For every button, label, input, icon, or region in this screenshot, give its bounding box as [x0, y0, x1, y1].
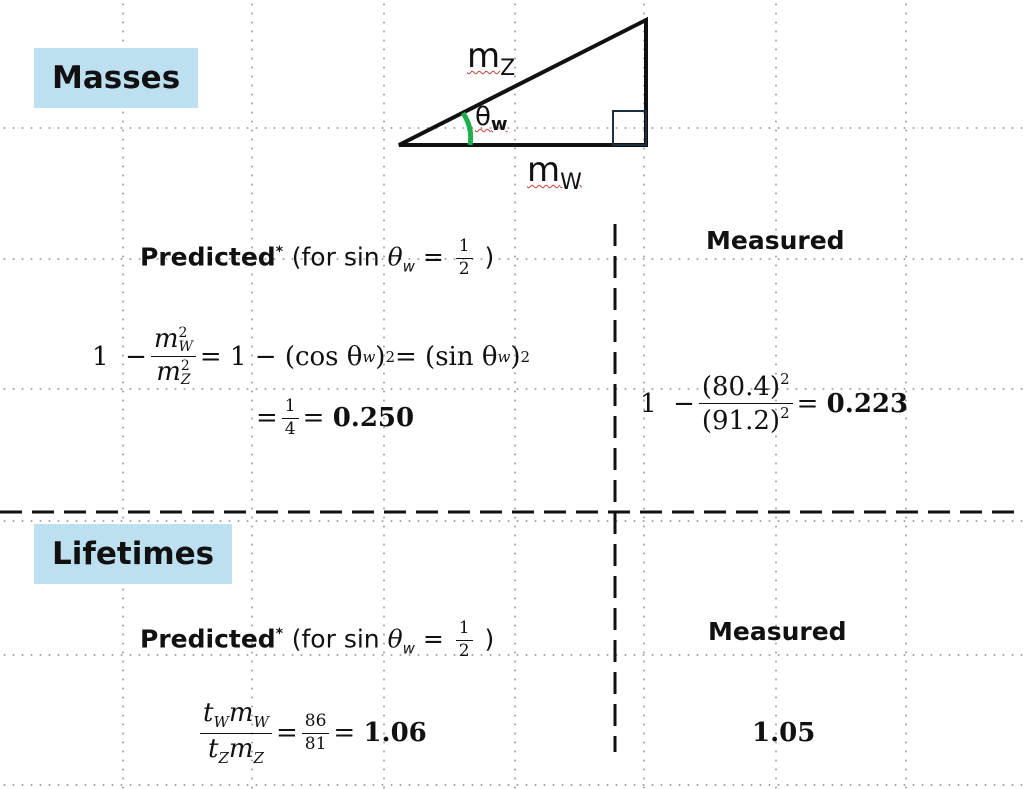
grid-line: [775, 0, 777, 789]
grid-line: [0, 388, 1024, 390]
grid-line: [122, 0, 124, 789]
grid-line: [383, 0, 385, 789]
grid-line: [0, 127, 1024, 129]
masses-measured-heading: Measured: [706, 226, 845, 255]
angle-arc: [460, 111, 474, 146]
right-angle-marker: [612, 110, 647, 146]
grid-line: [0, 784, 1024, 786]
masses-measured-equation: 1 − (80.4)2 (91.2)2 = 0.223: [640, 370, 909, 437]
masses-label: Masses: [34, 48, 199, 108]
grid-line: [0, 520, 1024, 522]
hypotenuse-label: mZ: [467, 36, 516, 81]
grid-line: [514, 0, 516, 789]
base-label: mW: [527, 150, 582, 195]
lifetimes-predicted-equation: tWmW tZmZ = 86 81 = 1.06: [196, 699, 427, 767]
lifetimes-measured-value: 1.05: [752, 718, 816, 748]
grid-line: [251, 0, 253, 789]
grid-line: [0, 654, 1024, 656]
angle-label: θw: [475, 102, 508, 135]
weinberg-triangle: [398, 16, 648, 147]
grid-line: [643, 0, 645, 789]
grid-line: [0, 258, 1024, 260]
grid-line: [905, 0, 907, 789]
lifetimes-label: Lifetimes: [34, 524, 233, 584]
triangle-shape: [398, 16, 648, 147]
lifetimes-measured-heading: Measured: [708, 617, 847, 646]
